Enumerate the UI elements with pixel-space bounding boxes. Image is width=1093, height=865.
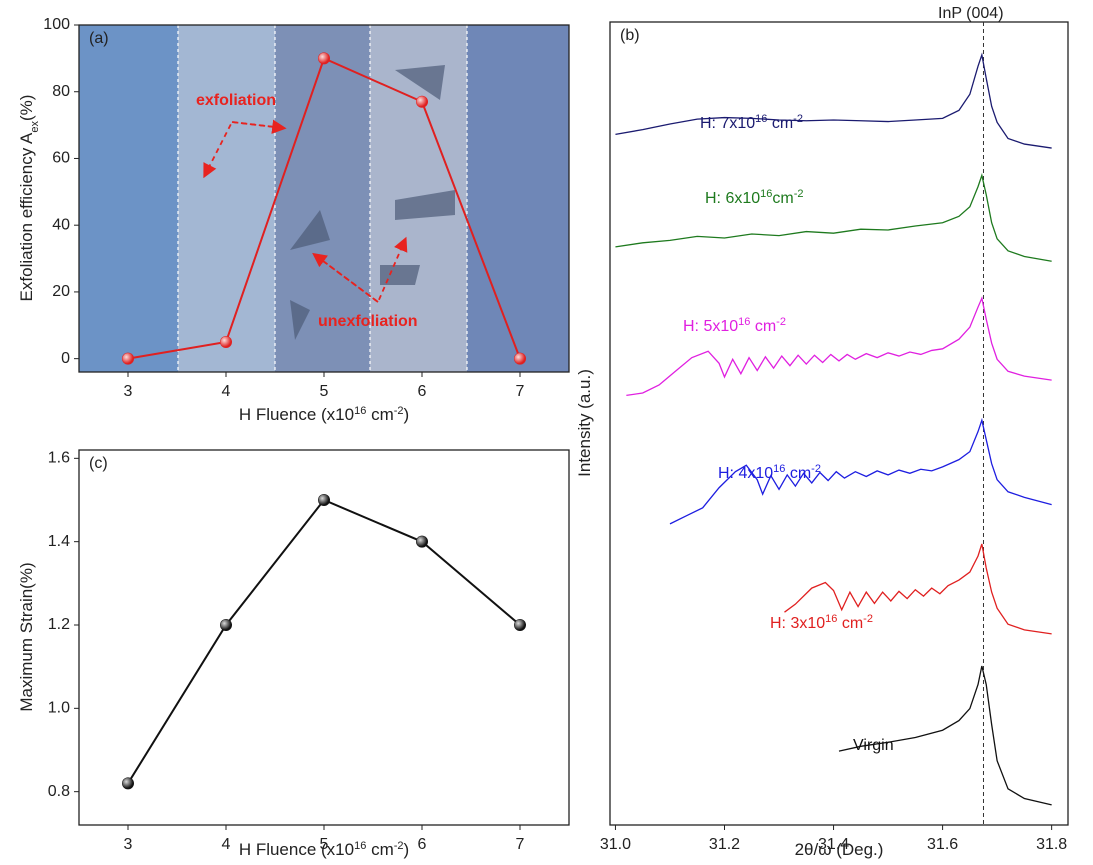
point-shine — [319, 495, 330, 506]
annotation: exfoliation — [196, 92, 276, 109]
series-label: H: 4x1016 cm-2 — [718, 463, 821, 482]
xrd-curve — [626, 298, 1051, 395]
text-part: cm — [767, 115, 793, 132]
text-part: 16 — [738, 316, 750, 328]
text-part: cm — [837, 615, 863, 632]
x-tick-label: 3 — [124, 836, 133, 853]
text-part: cm — [750, 318, 776, 335]
panel-label: (b) — [620, 27, 640, 44]
text-part: 2θ/ω (Deg.) — [795, 840, 884, 859]
x-axis-label: H Fluence (x1016 cm-2) — [239, 840, 409, 859]
annotation: unexfoliation — [318, 313, 418, 330]
text-part: H: 3x10 — [770, 615, 825, 632]
y-tick-label: 0 — [61, 350, 70, 367]
point-shine — [123, 778, 134, 789]
text-part: ex — [29, 120, 41, 132]
y-tick-label: 20 — [52, 283, 70, 300]
text-part: -2 — [394, 840, 404, 852]
point-shine — [417, 96, 428, 107]
plot-frame — [79, 450, 569, 825]
xrd-curve — [615, 175, 1051, 261]
y-axis-label: Exfoliation efficiency Aex(%) — [17, 95, 41, 302]
y-tick-label: 1.4 — [48, 533, 70, 550]
panel-label: (a) — [89, 30, 109, 47]
x-tick-label: 3 — [124, 383, 133, 400]
text-part: -2 — [811, 463, 821, 475]
x-tick-label: 31.2 — [709, 836, 740, 853]
text-part: H Fluence (x10 — [239, 840, 354, 859]
y-tick-label: 100 — [43, 16, 70, 33]
text-part: cm — [772, 190, 793, 207]
text-part: H: 4x10 — [718, 465, 773, 482]
y-tick-label: 40 — [52, 216, 70, 233]
text-part: -2 — [794, 188, 804, 200]
xrd-curve — [839, 666, 1052, 805]
x-tick-label: 7 — [516, 836, 525, 853]
x-tick-label: 31.6 — [927, 836, 958, 853]
x-tick-label: 6 — [418, 383, 427, 400]
x-tick-label: 4 — [222, 836, 231, 853]
plot-frame — [610, 22, 1068, 825]
text-part: H: 5x10 — [683, 318, 738, 335]
series-label: H: 6x1016cm-2 — [705, 188, 804, 207]
x-tick-label: 5 — [320, 383, 329, 400]
text-part: cm — [366, 840, 393, 859]
text-part: (%) — [17, 95, 36, 121]
xrd-curve — [615, 55, 1051, 148]
text-part: Maximum Strain(%) — [17, 562, 36, 711]
point-shine — [221, 620, 232, 631]
y-tick-label: 1.0 — [48, 700, 70, 717]
x-axis-label: 2θ/ω (Deg.) — [795, 840, 884, 859]
x-tick-label: 6 — [418, 836, 427, 853]
x-tick-label: 4 — [222, 383, 231, 400]
point-shine — [319, 53, 330, 64]
text-part: -2 — [793, 113, 803, 125]
text-part: 16 — [760, 188, 772, 200]
y-tick-label: 80 — [52, 83, 70, 100]
y-axis-label: Maximum Strain(%) — [17, 562, 36, 711]
x-tick-label: 31.0 — [600, 836, 631, 853]
y-tick-label: 60 — [52, 150, 70, 167]
point-shine — [123, 353, 134, 364]
point-shine — [417, 536, 428, 547]
y-tick-label: 1.6 — [48, 450, 70, 467]
text-part: Intensity (a.u.) — [575, 369, 594, 477]
text-part: Exfoliation efficiency A — [17, 132, 36, 301]
text-part: 16 — [755, 113, 767, 125]
text-part: 16 — [354, 840, 366, 852]
text-part: ) — [404, 840, 410, 859]
x-tick-label: 7 — [516, 383, 525, 400]
series-label: H: 7x1016 cm-2 — [700, 113, 803, 132]
point-shine — [515, 620, 526, 631]
data-line — [128, 500, 520, 783]
text-part: -2 — [776, 316, 786, 328]
figure: (a)34567020406080100H Fluence (x1016 cm-… — [0, 0, 1093, 865]
text-part: 16 — [354, 405, 366, 417]
point-shine — [515, 353, 526, 364]
text-part: ) — [404, 405, 410, 424]
y-tick-label: 0.8 — [48, 783, 70, 800]
text-part: cm — [785, 465, 811, 482]
x-axis-label: H Fluence (x1016 cm-2) — [239, 405, 409, 424]
text-part: 16 — [773, 463, 785, 475]
x-tick-label: 31.8 — [1036, 836, 1067, 853]
text-part: Virgin — [853, 737, 894, 754]
text-part: H Fluence (x10 — [239, 405, 354, 424]
annotation: InP (004) — [938, 5, 1004, 22]
text-part: -2 — [394, 405, 404, 417]
text-part: 16 — [825, 613, 837, 625]
text-part: -2 — [863, 613, 873, 625]
panel-label: (c) — [89, 455, 108, 472]
y-tick-label: 1.2 — [48, 616, 70, 633]
text-part: H: 6x10 — [705, 190, 760, 207]
series-label: H: 3x1016 cm-2 — [770, 613, 873, 632]
series-label: Virgin — [853, 737, 894, 754]
y-axis-label: Intensity (a.u.) — [575, 369, 594, 477]
text-part: H: 7x10 — [700, 115, 755, 132]
point-shine — [221, 336, 232, 347]
series-label: H: 5x1016 cm-2 — [683, 316, 786, 335]
text-part: cm — [366, 405, 393, 424]
